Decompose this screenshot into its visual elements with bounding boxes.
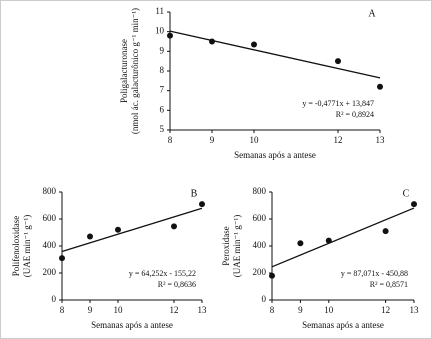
x-tick-label: 13 (198, 305, 208, 315)
annotation: R² = 0,8924 (336, 110, 374, 119)
y-tick-label: 600 (43, 213, 57, 223)
point (335, 58, 341, 65)
point (269, 272, 275, 279)
y-tick-label: 400 (43, 240, 57, 250)
x-axis-label: Semanas após a antese (302, 320, 384, 330)
trend-line (271, 207, 415, 268)
panel-label: A (368, 8, 376, 19)
annotation: y = 64,252x - 155,22 (129, 269, 196, 278)
y-axis-label: Polifenoloxidase (11, 216, 21, 277)
x-tick-label: 10 (324, 305, 334, 315)
y-tick-label: 5 (160, 124, 165, 134)
panel-label: B (191, 188, 198, 199)
y-tick-label: 8 (160, 65, 165, 75)
annotation: y = -0,4771x + 13,847 (302, 99, 374, 108)
point (325, 237, 332, 244)
y-tick-label: 7 (160, 85, 165, 95)
x-tick-label: 10 (114, 305, 124, 315)
y-axis-label: Peroxidase (221, 226, 231, 266)
point (115, 226, 121, 233)
y-tick-label: 0 (262, 294, 267, 304)
trend-line (61, 207, 203, 253)
point (167, 32, 173, 39)
point (209, 38, 215, 45)
y-tick-label: 800 (43, 186, 57, 196)
y-tick-label: 6 (160, 104, 165, 114)
x-tick-label: 10 (250, 135, 260, 145)
x-tick-label: 12 (334, 135, 343, 145)
y-tick-label: 200 (253, 267, 267, 277)
point (171, 223, 177, 230)
x-tick-label: 8 (60, 305, 65, 315)
trend-line (169, 30, 381, 79)
y-axis-label: (UAE min⁻¹ g⁻¹) (22, 215, 32, 277)
y-axis-label: Poligalacturonase (119, 39, 129, 103)
y-tick-label: 10 (155, 26, 165, 36)
point (199, 201, 205, 208)
annotation: R² = 0,8636 (158, 280, 196, 289)
panel-label: C (403, 188, 410, 199)
y-tick-label: 600 (253, 213, 267, 223)
x-axis-label: Semanas após a antese (234, 150, 316, 160)
annotation: y = 87,071x - 450,88 (341, 269, 408, 278)
x-tick-label: 8 (168, 135, 173, 145)
point (377, 83, 383, 90)
point (382, 228, 389, 235)
x-tick-label: 12 (381, 305, 390, 315)
y-axis-label: (nmol ác. galacturônico g⁻¹ min⁻¹) (130, 8, 140, 134)
point (251, 41, 257, 48)
x-tick-label: 13 (376, 135, 386, 145)
point (411, 201, 417, 208)
x-tick-label: 9 (210, 135, 215, 145)
y-tick-label: 11 (155, 6, 164, 16)
y-tick-label: 0 (52, 294, 57, 304)
point (87, 233, 93, 240)
x-tick-label: 12 (170, 305, 179, 315)
x-axis-label: Semanas após a antese (91, 320, 173, 330)
y-tick-label: 9 (160, 45, 165, 55)
x-tick-label: 9 (298, 305, 303, 315)
y-axis-label: (UAE min⁻¹ g⁻¹) (232, 215, 242, 277)
y-tick-label: 400 (253, 240, 267, 250)
point (59, 255, 65, 262)
y-tick-label: 800 (253, 186, 267, 196)
x-tick-label: 13 (410, 305, 420, 315)
x-tick-label: 9 (88, 305, 93, 315)
y-tick-label: 200 (43, 267, 57, 277)
annotation: R² = 0,8571 (370, 280, 408, 289)
point (297, 240, 304, 247)
x-tick-label: 8 (270, 305, 275, 315)
